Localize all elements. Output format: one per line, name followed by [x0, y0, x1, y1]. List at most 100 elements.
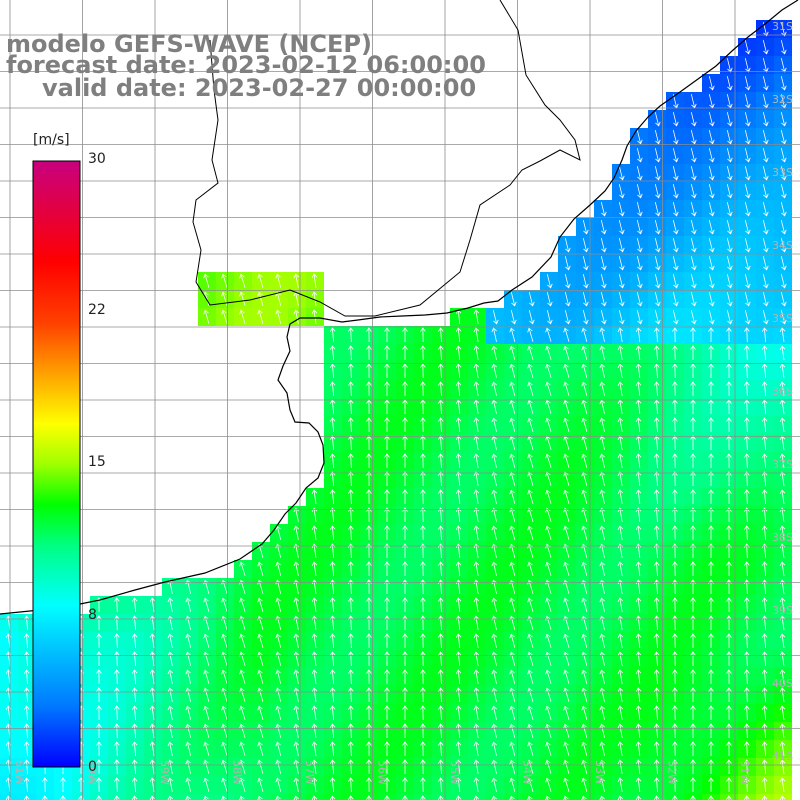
- wind-arrow: [744, 651, 750, 667]
- wind-arrow: [672, 184, 679, 199]
- wind-arrow: [455, 561, 462, 577]
- wind-arrow: [221, 723, 228, 738]
- wind-arrow: [744, 741, 750, 757]
- wind-arrow: [185, 795, 191, 800]
- wind-arrow: [690, 238, 697, 253]
- wind-arrow: [23, 759, 30, 775]
- wind-arrow: [581, 705, 588, 720]
- wind-arrow: [257, 291, 264, 306]
- wind-arrow: [455, 327, 462, 343]
- wind-arrow: [455, 471, 462, 487]
- wind-arrow: [527, 417, 534, 432]
- wind-arrow: [654, 202, 661, 217]
- wind-arrow: [384, 795, 390, 800]
- wind-arrow: [690, 489, 696, 505]
- wind-arrow: [690, 651, 696, 667]
- wind-arrow: [366, 777, 372, 793]
- wind-arrow: [239, 273, 246, 288]
- wind-arrow: [329, 615, 336, 631]
- wind-arrow: [779, 471, 786, 486]
- wind-arrow: [348, 525, 354, 541]
- wind-arrow: [726, 184, 733, 199]
- wind-arrow: [257, 669, 264, 684]
- wind-arrow: [708, 202, 715, 217]
- wind-arrow: [491, 669, 497, 684]
- wind-arrow: [744, 381, 750, 397]
- wind-arrow: [653, 453, 660, 469]
- longitude-label: 52W: [666, 760, 679, 785]
- wind-arrow: [564, 274, 571, 289]
- wind-arrow: [581, 345, 588, 360]
- wind-arrow: [672, 615, 678, 631]
- wind-arrow: [672, 597, 678, 613]
- wind-arrow: [257, 309, 264, 324]
- wind-arrow: [564, 310, 571, 325]
- wind-arrow: [149, 669, 156, 684]
- wind-arrow: [437, 723, 444, 739]
- wind-arrow: [384, 741, 390, 757]
- wind-arrow: [636, 220, 643, 235]
- wind-arrow: [635, 345, 642, 360]
- wind-arrow: [653, 489, 660, 505]
- wind-arrow: [744, 525, 750, 541]
- wind-speed-cell: [486, 794, 504, 800]
- wind-arrow: [473, 795, 480, 800]
- wind-arrow: [653, 669, 660, 685]
- wind-arrow: [311, 651, 318, 666]
- wind-arrow: [546, 310, 553, 325]
- wind-arrow: [617, 345, 624, 360]
- wind-arrow: [329, 507, 336, 523]
- wind-arrow: [690, 777, 696, 793]
- wind-arrow: [509, 453, 516, 468]
- wind-arrow: [420, 435, 426, 451]
- wind-arrow: [690, 363, 696, 379]
- wind-arrow: [114, 777, 120, 793]
- wind-arrow: [455, 651, 462, 667]
- wind-arrow: [437, 345, 444, 361]
- wind-arrow: [617, 687, 624, 702]
- wind-arrow: [636, 130, 643, 145]
- wind-arrow: [131, 669, 138, 685]
- wind-arrow: [420, 687, 426, 703]
- wind-arrow: [366, 471, 372, 487]
- wind-arrow: [402, 777, 408, 793]
- wind-arrow: [635, 633, 642, 648]
- wind-arrow: [581, 381, 588, 396]
- wind-arrow: [221, 705, 228, 720]
- wind-arrow: [329, 633, 336, 649]
- wind-arrow: [653, 525, 660, 541]
- wind-arrow: [599, 327, 605, 342]
- wind-arrow: [672, 489, 678, 505]
- wind-arrow: [726, 202, 733, 217]
- wind-arrow: [203, 651, 210, 666]
- wind-arrow: [708, 705, 714, 721]
- wind-arrow: [185, 597, 192, 612]
- wind-speed-cell: [198, 794, 216, 800]
- wind-arrow: [672, 741, 678, 757]
- wind-arrow: [96, 777, 102, 793]
- longitude-label: 53W: [593, 760, 606, 785]
- wind-arrow: [690, 274, 697, 289]
- wind-arrow: [581, 471, 588, 486]
- wind-arrow: [779, 363, 786, 378]
- wind-arrow: [726, 310, 733, 325]
- wind-arrow: [366, 759, 372, 775]
- wind-arrow: [437, 759, 444, 775]
- wind-arrow: [653, 363, 660, 379]
- wind-arrow: [509, 759, 516, 774]
- wind-arrow: [455, 687, 462, 703]
- wind-arrow: [527, 687, 534, 702]
- wind-arrow: [744, 777, 750, 793]
- wind-arrow: [402, 705, 408, 721]
- wind-arrow: [348, 327, 354, 343]
- wind-arrow: [329, 363, 336, 379]
- wind-arrow: [726, 112, 733, 127]
- wind-arrow: [672, 759, 678, 775]
- wind-arrow: [527, 489, 534, 504]
- wind-arrow: [114, 741, 120, 757]
- wind-arrow: [744, 256, 751, 271]
- wind-speed-field: [0, 20, 792, 800]
- wind-arrow: [23, 633, 30, 649]
- wind-arrow: [744, 112, 751, 127]
- wind-arrow: [203, 741, 210, 756]
